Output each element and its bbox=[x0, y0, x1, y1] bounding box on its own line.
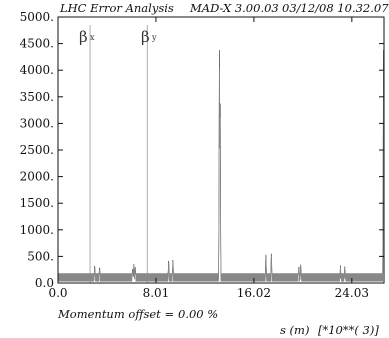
x-axis-scale: [*10**( 3)] bbox=[318, 323, 379, 337]
x-axis-ticks: 0.0 8.01 16.02 24.03 bbox=[48, 17, 369, 300]
run-datetime: 03/12/08 10.32.07 bbox=[282, 1, 389, 15]
x-tick-label: 24.03 bbox=[335, 286, 369, 300]
x-tick-label: 16.02 bbox=[237, 286, 271, 300]
x-tick-label: 0.0 bbox=[48, 286, 67, 300]
momentum-offset-value: 0.00 % bbox=[178, 307, 218, 321]
y-tick-label: 3000. bbox=[20, 116, 54, 130]
y-tick-label: 0.0 bbox=[35, 276, 54, 290]
y-tick-label: 3500. bbox=[20, 90, 54, 104]
y-axis-ticks: 0.0 500. 1000. 1500. 2000. 2500. 3000. 3500. 400… bbox=[20, 10, 384, 290]
beta-marker-lines bbox=[89, 24, 148, 283]
y-tick-label: 1500. bbox=[20, 196, 54, 210]
y-tick-label: 4500. bbox=[20, 37, 54, 51]
beta-y-symbol: β bbox=[141, 28, 150, 46]
beta-x-symbol: β bbox=[79, 28, 88, 46]
beta-series bbox=[57, 49, 385, 282]
y-tick-label: 500. bbox=[27, 249, 54, 263]
y-tick-label: 2500. bbox=[20, 143, 54, 157]
beta-y-series-line bbox=[57, 68, 385, 282]
program-version: MAD-X 3.00.03 bbox=[189, 1, 279, 15]
chart-title: LHC Error Analysis bbox=[59, 1, 174, 15]
y-tick-label: 4000. bbox=[20, 63, 54, 77]
beta-y-subscript: y bbox=[151, 33, 157, 42]
x-tick-label: 8.01 bbox=[143, 286, 170, 300]
y-tick-label: 5000. bbox=[20, 10, 54, 24]
y-tick-label: 1000. bbox=[20, 223, 54, 237]
x-axis-label: s (m) bbox=[280, 323, 309, 337]
momentum-offset-label: Momentum offset = bbox=[57, 307, 174, 321]
beta-x-subscript: x bbox=[90, 33, 95, 42]
y-tick-label: 2000. bbox=[20, 170, 54, 184]
